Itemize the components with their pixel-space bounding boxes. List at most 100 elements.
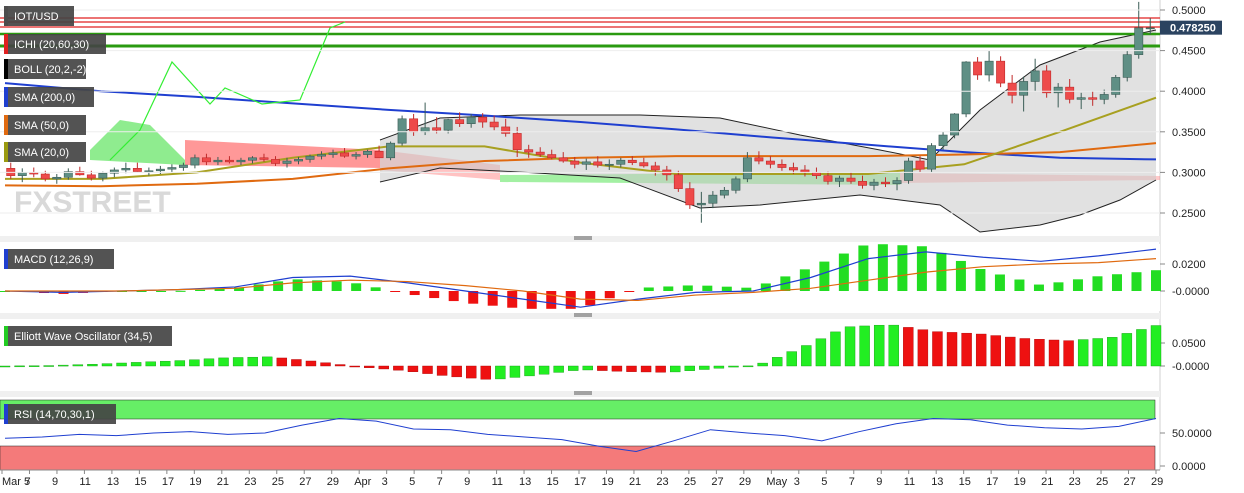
ewo-bar [611,365,623,372]
macd-histogram-bar [721,286,732,291]
candle-body [581,161,591,165]
legend-macd[interactable]: MACD (12,26,9) [4,249,114,269]
candle-body [1111,77,1121,95]
price-tick-label: 0.2500 [1172,208,1206,220]
candle-body [489,121,499,128]
candle-body [328,152,338,155]
macd-histogram-bar [429,291,440,299]
date-tick-label: Apr [354,476,371,488]
ewo-bar [670,365,681,373]
candle-body [1145,27,1155,30]
ewo-bar [888,324,899,367]
legend-3[interactable]: SMA (200,0) [4,87,94,107]
ewo-bar [873,324,885,367]
candle-body [225,159,234,163]
candle-body [535,151,545,155]
macd-histogram-bar [1151,270,1161,291]
date-tick-label: 7 [437,476,443,488]
price-tick-label: 0.3500 [1172,127,1206,139]
candle-body [927,145,936,170]
panel-divider[interactable] [0,313,1160,319]
legend-box [4,142,86,162]
ewo-bar [757,362,768,367]
ewo-bar [771,357,783,367]
date-tick-label: 21 [1041,476,1053,488]
ewo-bar [582,365,593,371]
macd-histogram-bar [292,279,303,291]
ewo-bar [713,365,725,369]
legend-4[interactable]: SMA (50,0) [4,115,86,135]
macd-histogram-bar [838,253,849,291]
ewo-bar [116,362,127,367]
ewo-bar [1048,339,1060,367]
legend-label: RSI (14,70,30,1) [14,409,95,421]
ewo-bar [466,365,477,379]
date-tick-label: 17 [162,476,174,488]
date-tick-label: 11 [904,476,915,488]
candle-body [685,188,695,206]
date-tick-label: 9 [876,476,882,488]
legend-5[interactable]: SMA (20,0) [4,142,86,162]
legend-0[interactable]: IOT/USD [4,6,74,26]
ewo-bar [640,365,652,373]
legend-rsi[interactable]: RSI (14,70,30,1) [4,404,116,424]
date-tick-label: 23 [656,476,668,488]
panel-divider[interactable] [0,391,1160,397]
date-tick-label: 3 [382,476,388,488]
date-tick-label: 29 [739,476,751,488]
macd-histogram-bar [234,287,245,291]
date-tick-label: 23 [244,476,256,488]
candle-body [52,176,62,180]
sma-50-line [4,142,1157,188]
last-price-label: 0.478250 [1170,23,1216,35]
legend-label: IOT/USD [14,11,59,23]
candle-body [650,165,660,171]
candle-body [708,194,718,204]
candle-body [892,180,902,185]
sma-200-line [4,82,1157,161]
price-tick-label: 0.3000 [1172,167,1206,179]
macd-histogram-bar [741,287,752,291]
ewo-bar [961,332,972,367]
ewo-bar [538,365,550,375]
candle-body [259,157,269,160]
legend-2[interactable]: BOLL (20,2,-2) [4,59,86,79]
candle-body [1122,54,1132,78]
ewo-bar [262,356,273,367]
legend-ewo[interactable]: Elliott Wave Oscillator (34,5) [4,326,172,346]
ewo-panel: 0.0500 -0.0000 [0,324,1209,380]
macd-histogram-bar [546,291,557,309]
legend-1[interactable]: ICHI (20,60,30) [4,34,106,54]
date-tick-label: 19 [189,476,201,488]
candle-body [75,171,85,176]
legend-label: Elliott Wave Oscillator (34,5) [14,331,152,343]
macd-histogram-bar [136,291,147,292]
price-tick-label: 0.5000 [1172,5,1206,17]
candle-body [846,177,856,182]
candle-body [524,149,534,153]
candle-body [1099,94,1109,100]
legend-swatch [4,87,8,107]
candle-body [155,168,165,172]
date-tick-label: 9 [52,476,58,488]
macd-tick-label: 0.0200 [1172,259,1206,271]
ewo-bar [495,365,506,380]
legend-box [4,59,86,79]
candle-body [420,127,430,133]
candle-body [973,61,983,76]
legend-box [4,404,116,424]
ewo-bar [72,364,84,367]
ewo-bar [815,338,827,367]
panel-divider[interactable] [0,236,1160,242]
rsi-oversold-zone [0,445,1156,471]
indicator-legend: IOT/USD ICHI (20,60,30) BOLL (20,2,-2) SMA … [4,6,172,424]
ewo-bar [1063,340,1074,367]
macd-histogram-bar [1014,279,1025,291]
ewo-bar [1121,333,1133,367]
macd-histogram-bar [760,283,771,291]
candle-body [915,160,925,170]
date-tick-label: Mar 5 [2,476,30,488]
candle-body [869,181,879,186]
date-axis: Mar 57 9 11 13 15 17 19 21 23 25 27 29 Apr 3 5 7 9 11 13 15… [0,469,1163,488]
